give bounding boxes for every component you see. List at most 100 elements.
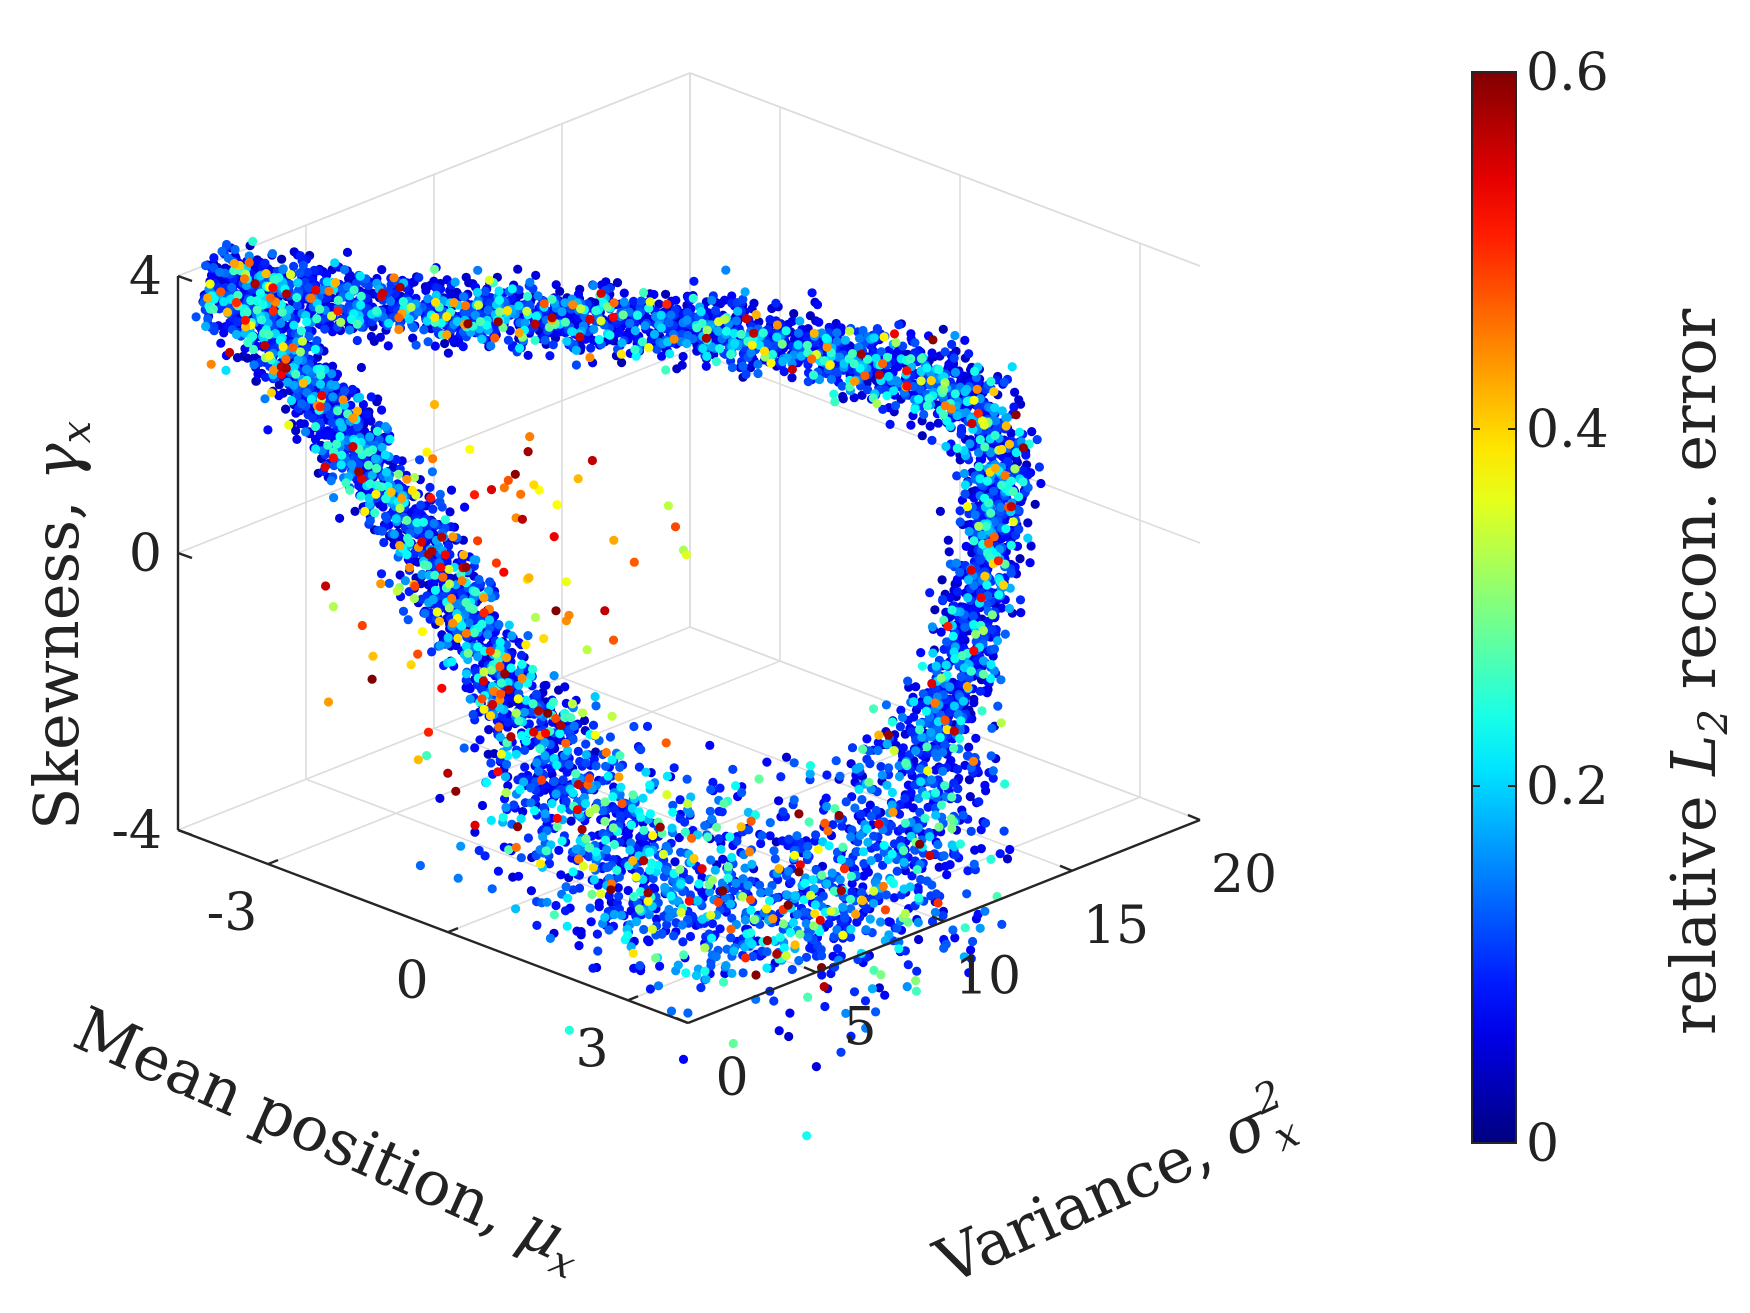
data-point bbox=[602, 862, 612, 873]
data-point bbox=[594, 902, 604, 912]
data-point bbox=[989, 486, 999, 496]
data-point bbox=[615, 811, 626, 821]
data-point bbox=[591, 761, 601, 771]
data-point bbox=[292, 300, 302, 310]
data-point bbox=[866, 811, 876, 821]
data-point bbox=[925, 421, 935, 431]
data-point bbox=[352, 335, 362, 346]
data-point bbox=[787, 964, 797, 975]
data-point bbox=[807, 288, 817, 298]
data-point bbox=[677, 920, 687, 930]
data-point bbox=[520, 745, 530, 756]
data-point bbox=[784, 1031, 794, 1042]
data-point bbox=[516, 853, 526, 863]
data-point bbox=[576, 930, 586, 940]
data-point bbox=[639, 924, 649, 935]
data-point bbox=[897, 712, 908, 723]
data-point bbox=[896, 705, 906, 715]
data-point bbox=[737, 788, 747, 798]
data-point bbox=[784, 834, 794, 844]
data-point bbox=[958, 810, 968, 820]
data-point bbox=[1034, 462, 1044, 472]
data-point bbox=[776, 772, 786, 782]
data-point bbox=[523, 350, 533, 360]
data-point bbox=[408, 333, 418, 343]
data-point bbox=[999, 377, 1009, 387]
data-point bbox=[411, 340, 421, 350]
data-point bbox=[895, 722, 906, 732]
data-point bbox=[669, 763, 679, 773]
data-point bbox=[980, 906, 990, 916]
data-point bbox=[295, 268, 305, 278]
data-point bbox=[260, 258, 270, 268]
data-point bbox=[423, 337, 433, 347]
data-point bbox=[661, 289, 671, 299]
data-point bbox=[859, 871, 869, 881]
data-point bbox=[526, 886, 537, 896]
data-point bbox=[1023, 518, 1033, 528]
data-point bbox=[911, 682, 921, 692]
data-point bbox=[817, 970, 827, 980]
data-point bbox=[927, 348, 937, 358]
data-point bbox=[945, 860, 955, 870]
data-point bbox=[925, 588, 935, 598]
data-point bbox=[617, 358, 627, 368]
data-point bbox=[485, 577, 495, 587]
data-point bbox=[847, 743, 858, 753]
data-point bbox=[629, 721, 639, 732]
data-point bbox=[483, 749, 493, 759]
data-point bbox=[952, 574, 962, 585]
data-point bbox=[841, 797, 851, 807]
data-point bbox=[881, 700, 892, 710]
data-point bbox=[227, 282, 237, 293]
data-point bbox=[840, 913, 850, 923]
data-point bbox=[774, 796, 784, 806]
data-point bbox=[947, 339, 957, 349]
data-point bbox=[774, 1026, 784, 1036]
data-point bbox=[516, 650, 527, 661]
data-point bbox=[769, 996, 779, 1006]
data-point bbox=[849, 393, 859, 403]
data-point bbox=[933, 418, 943, 428]
data-point bbox=[514, 871, 524, 881]
data-point bbox=[986, 751, 996, 761]
data-point bbox=[1025, 558, 1035, 568]
data-point bbox=[615, 762, 625, 773]
data-point bbox=[906, 727, 917, 737]
data-point bbox=[509, 800, 519, 810]
data-point bbox=[811, 830, 821, 840]
data-point bbox=[216, 338, 226, 348]
data-point bbox=[705, 740, 715, 751]
data-point bbox=[384, 578, 394, 589]
data-point bbox=[356, 362, 366, 373]
data-point bbox=[614, 891, 624, 901]
data-point bbox=[425, 482, 435, 492]
data-point bbox=[964, 775, 975, 785]
data-point bbox=[846, 832, 856, 842]
data-point bbox=[217, 246, 227, 256]
data-point bbox=[474, 574, 484, 585]
data-point bbox=[581, 758, 591, 768]
data-point bbox=[365, 516, 375, 526]
data-point bbox=[861, 925, 871, 935]
data-point bbox=[910, 338, 920, 348]
data-point bbox=[518, 807, 528, 817]
data-point bbox=[562, 767, 572, 777]
data-point bbox=[939, 943, 949, 953]
data-point bbox=[707, 814, 717, 824]
data-point bbox=[493, 866, 503, 876]
data-point bbox=[320, 324, 330, 334]
data-point bbox=[191, 312, 201, 322]
data-point bbox=[494, 620, 504, 630]
data-point bbox=[792, 831, 802, 841]
data-point bbox=[1032, 435, 1042, 445]
data-point bbox=[803, 841, 813, 852]
data-point bbox=[678, 937, 688, 947]
data-point bbox=[718, 854, 728, 864]
data-point bbox=[833, 944, 843, 954]
data-point bbox=[379, 537, 389, 548]
data-point bbox=[292, 434, 302, 444]
data-point bbox=[964, 968, 974, 978]
data-point bbox=[525, 277, 535, 287]
data-point bbox=[554, 845, 564, 856]
